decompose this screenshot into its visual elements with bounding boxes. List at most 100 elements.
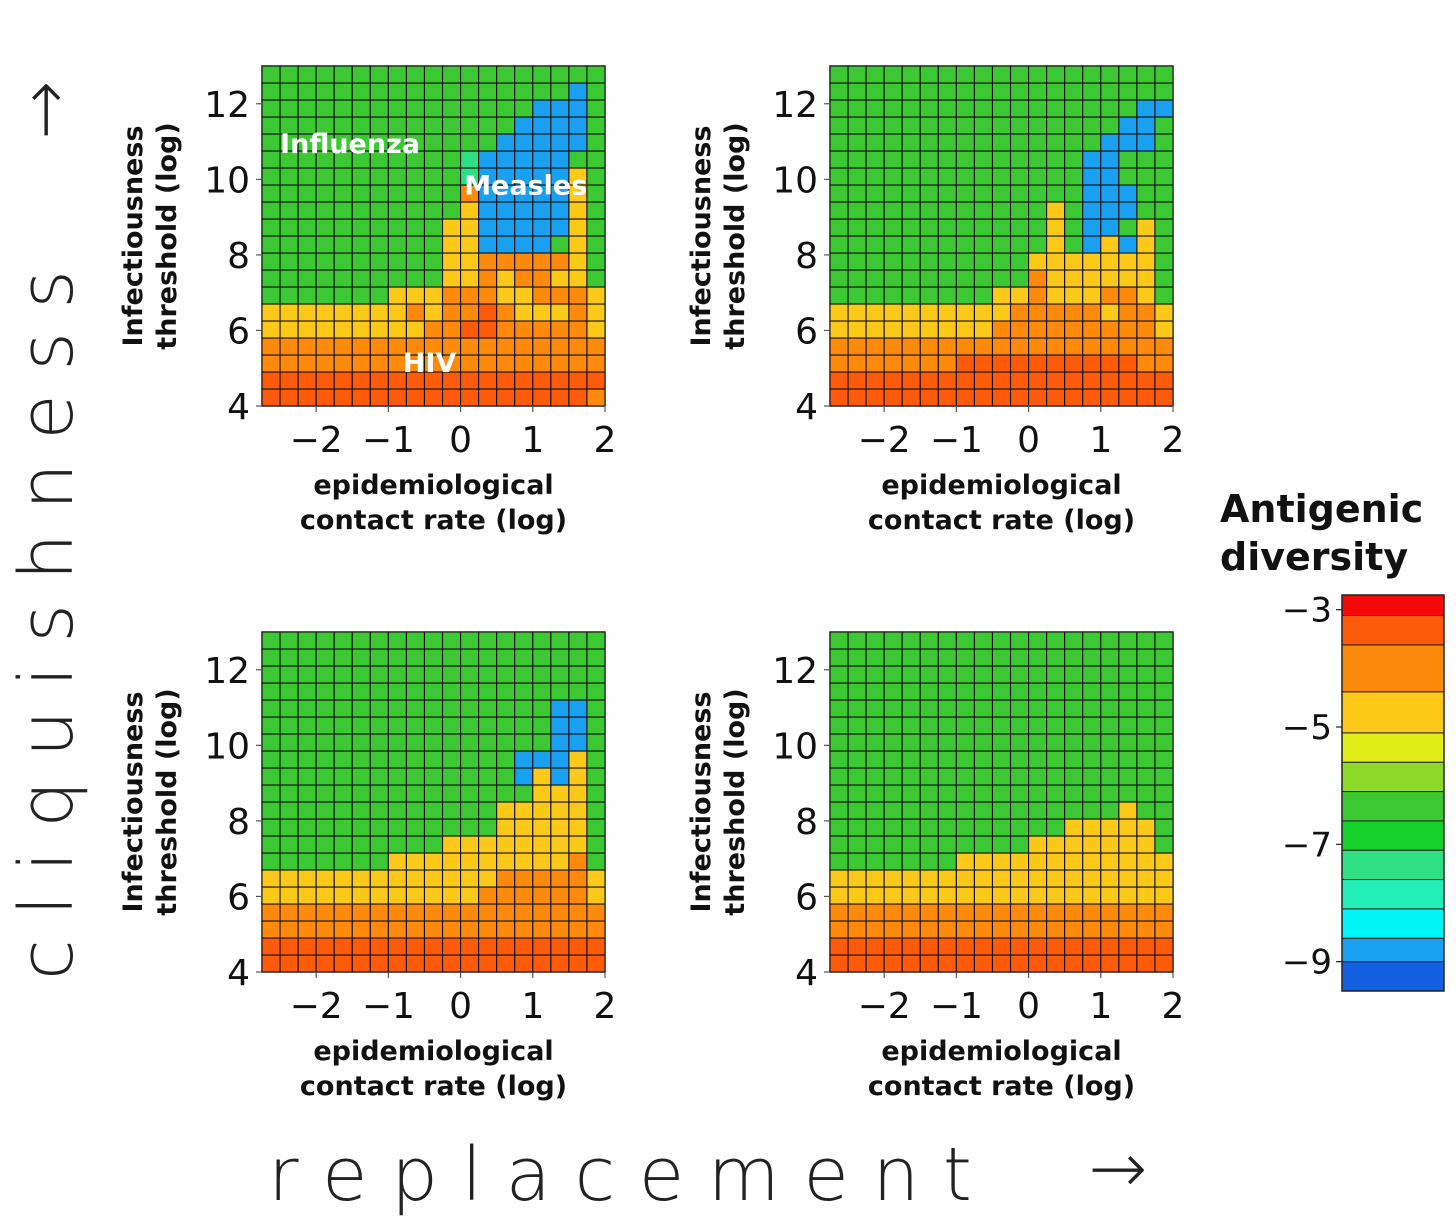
- heatmap-cell: [865, 886, 885, 905]
- heatmap-cell: [279, 99, 299, 118]
- heatmap-cell: [883, 269, 903, 288]
- heatmap-cell: [496, 699, 516, 718]
- heatmap-cell: [405, 682, 426, 701]
- heatmap-cell: [1046, 648, 1066, 667]
- heatmap-cell: [532, 218, 552, 237]
- heatmap-cell: [865, 235, 885, 254]
- heatmap-cell: [1118, 954, 1138, 973]
- heatmap-cell: [1046, 818, 1066, 837]
- heatmap-cell: [405, 733, 426, 752]
- heatmap-cell: [423, 167, 444, 186]
- heatmap-cell: [586, 920, 606, 939]
- heatmap-cell: [568, 337, 588, 356]
- heatmap-cell: [261, 767, 281, 786]
- heatmap-cell: [423, 937, 444, 956]
- y-tick-label: 6: [795, 311, 818, 352]
- heatmap-cell: [1118, 337, 1138, 356]
- heatmap-cell: [279, 235, 299, 254]
- x-tick-label: 1: [1089, 986, 1112, 1027]
- heatmap-cell: [387, 733, 407, 752]
- y-tick-label: 12: [204, 651, 250, 692]
- heatmap-cell: [1118, 903, 1138, 922]
- heatmap-cell: [847, 869, 867, 888]
- colorbar-tick-label: −3: [1282, 591, 1332, 631]
- heatmap-cell: [279, 869, 299, 888]
- heatmap-cell: [1009, 252, 1030, 271]
- heatmap-cell: [1100, 116, 1120, 135]
- heatmap-cell: [297, 631, 317, 650]
- heatmap-cell: [333, 920, 353, 939]
- heatmap-cell: [865, 733, 885, 752]
- heatmap-cell: [532, 937, 552, 956]
- heatmap-cell: [279, 954, 299, 973]
- heatmap-cell: [478, 648, 498, 667]
- heatmap-cell: [1100, 784, 1120, 803]
- heatmap-cell: [991, 201, 1012, 220]
- heatmap-cell: [1028, 750, 1048, 769]
- heatmap-cell: [865, 133, 885, 152]
- heatmap-cell: [261, 371, 281, 390]
- heatmap-cell: [441, 903, 462, 922]
- heatmap-cell: [297, 852, 317, 871]
- heatmap-cell: [973, 65, 994, 84]
- heatmap-cell: [883, 682, 903, 701]
- heatmap-cell: [937, 65, 957, 84]
- y-tick-label: 10: [204, 160, 250, 201]
- heatmap-cell: [1082, 184, 1102, 203]
- heatmap-cell: [387, 852, 407, 871]
- heatmap-cell: [901, 99, 921, 118]
- heatmap-cell: [351, 388, 371, 407]
- heatmap-cell: [261, 235, 281, 254]
- heatmap-cell: [1118, 235, 1138, 254]
- heatmap-cell: [865, 286, 885, 305]
- heatmap-cell: [387, 869, 407, 888]
- heatmap-cell: [423, 682, 444, 701]
- heatmap-cell: [1118, 218, 1138, 237]
- heatmap-cell: [315, 218, 335, 237]
- heatmap-cell: [441, 184, 462, 203]
- heatmap-cell: [460, 269, 480, 288]
- heatmap-cell: [1046, 716, 1066, 735]
- heatmap-cell: [1028, 886, 1048, 905]
- heatmap-cell: [1046, 371, 1066, 390]
- heatmap-cell: [1064, 235, 1084, 254]
- heatmap-cell: [261, 784, 281, 803]
- heatmap-cell: [1009, 648, 1030, 667]
- heatmap-cell: [955, 716, 975, 735]
- heatmap-cell: [568, 954, 588, 973]
- heatmap-cell: [297, 252, 317, 271]
- heatmap-cell: [315, 716, 335, 735]
- heatmap-cell: [883, 767, 903, 786]
- heatmap-cell: [586, 631, 606, 650]
- heatmap-cell: [297, 99, 317, 118]
- heatmap-cell: [1136, 201, 1156, 220]
- heatmap-cell: [901, 269, 921, 288]
- heatmap-cell: [441, 320, 462, 339]
- heatmap-cell: [369, 733, 389, 752]
- heatmap-cell: [369, 218, 389, 237]
- heatmap-cell: [1009, 665, 1030, 684]
- heatmap-cell: [423, 835, 444, 854]
- heatmap-cell: [1136, 320, 1156, 339]
- heatmap-cell: [261, 82, 281, 101]
- heatmap-cell: [1136, 716, 1156, 735]
- heatmap-cell: [1136, 184, 1156, 203]
- heatmap-cell: [1064, 252, 1084, 271]
- heatmap-cell: [369, 201, 389, 220]
- heatmap-cell: [1154, 337, 1174, 356]
- heatmap-cell: [1154, 784, 1174, 803]
- heatmap-cell: [1082, 371, 1102, 390]
- heatmap-cell: [351, 665, 371, 684]
- heatmap-cell: [901, 303, 921, 322]
- heatmap-cell: [847, 133, 867, 152]
- heatmap-cell: [1118, 269, 1138, 288]
- heatmap-cell: [865, 269, 885, 288]
- heatmap-cell: [1046, 133, 1066, 152]
- heatmap-cell: [351, 750, 371, 769]
- heatmap-cell: [1028, 903, 1048, 922]
- x-tick-label: 0: [1017, 420, 1040, 461]
- heatmap-cell: [883, 784, 903, 803]
- heatmap-cell: [514, 886, 534, 905]
- heatmap-cell: [297, 371, 317, 390]
